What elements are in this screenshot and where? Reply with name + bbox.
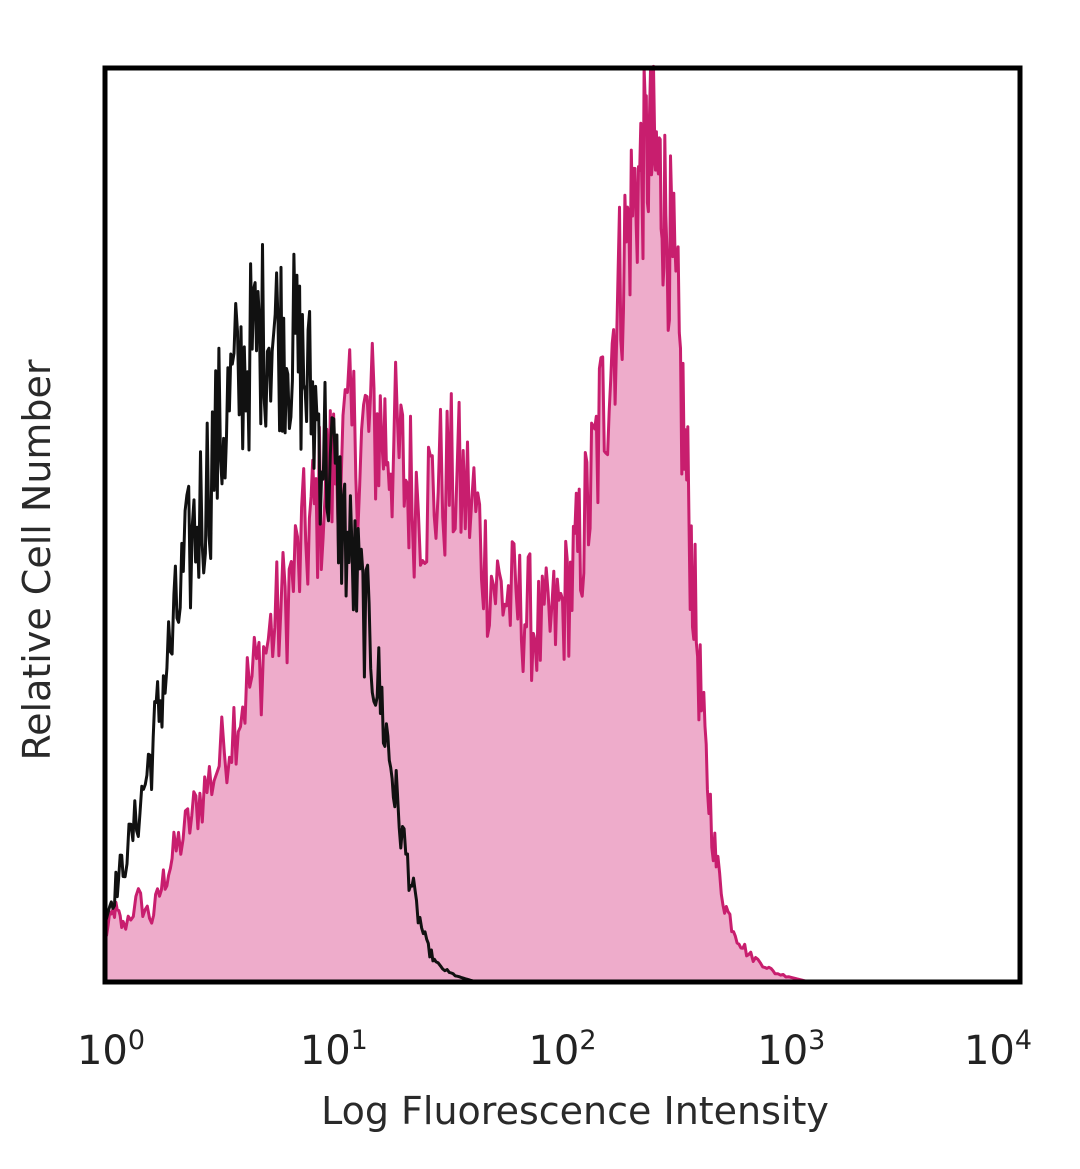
x-tick-label: 100 xyxy=(77,1025,145,1074)
series-0-line xyxy=(103,64,810,984)
x-tick-label: 104 xyxy=(964,1025,1032,1074)
series-0-area xyxy=(105,66,810,982)
plot-frame xyxy=(102,65,1023,985)
series-layer xyxy=(103,64,810,984)
x-axis-title: Log Fluorescence Intensity xyxy=(321,1089,829,1133)
y-axis-title: Relative Cell Number xyxy=(15,359,59,760)
x-tick-label: 103 xyxy=(757,1025,825,1074)
x-tick-label: 102 xyxy=(528,1025,596,1074)
x-tick-labels: 100 101 102 103 104 xyxy=(77,1025,1032,1074)
x-tick-label: 101 xyxy=(300,1025,368,1074)
series-1-line xyxy=(103,243,477,984)
